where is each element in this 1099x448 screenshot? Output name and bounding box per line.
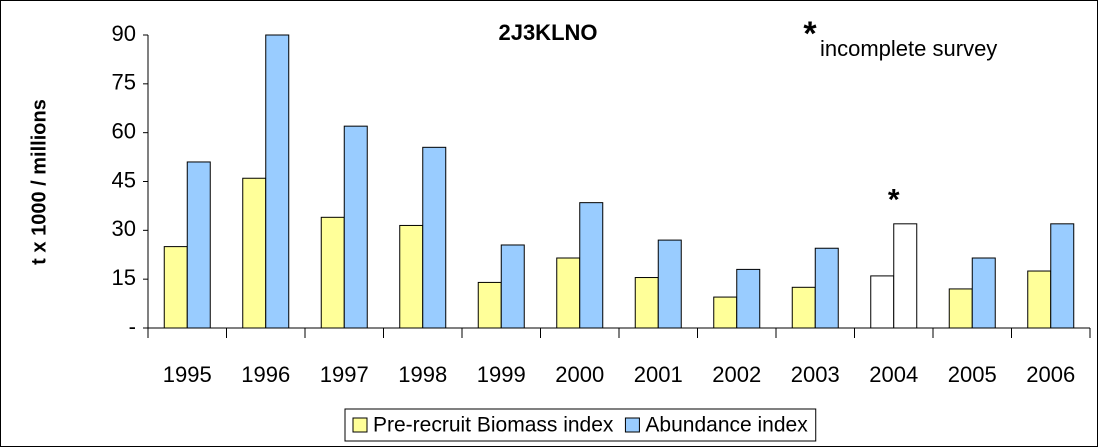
x-tick-label: 1996 [241, 362, 290, 387]
bar [948, 288, 973, 329]
bar [265, 34, 290, 329]
chart-title: 2J3KLNO [498, 20, 597, 45]
y-tick-label: 75 [112, 70, 136, 95]
bar [713, 296, 738, 329]
x-tick-label: 1995 [163, 362, 212, 387]
note-mark: * [803, 15, 817, 53]
x-tick-label: 2006 [1026, 362, 1075, 387]
y-tick-label: 15 [112, 265, 136, 290]
legend-swatch [624, 417, 640, 433]
bar [657, 239, 682, 329]
x-tick-label: 1999 [477, 362, 526, 387]
x-tick-label: 1998 [398, 362, 447, 387]
bar [422, 146, 447, 329]
bar [791, 286, 816, 329]
x-tick-label: 2004 [869, 362, 918, 387]
bar [579, 202, 604, 329]
legend-label: Pre-recruit Biomass index [373, 414, 614, 437]
bar [1027, 270, 1052, 329]
bar [971, 257, 996, 329]
y-tick-label: 60 [112, 118, 136, 143]
x-tick-label: 2005 [948, 362, 997, 387]
y-tick-label: - [129, 314, 136, 339]
bar [814, 247, 839, 329]
y-tick-label: 30 [112, 216, 136, 241]
y-tick-label: 45 [112, 167, 136, 192]
x-tick-label: 2002 [712, 362, 761, 387]
y-axis-label: t x 1000 / millions [28, 99, 50, 265]
x-tick-label: 1997 [320, 362, 369, 387]
bar [893, 223, 918, 329]
bar [1050, 223, 1075, 329]
note-text: incomplete survey [820, 36, 997, 61]
bar [320, 216, 345, 329]
bar [870, 275, 895, 329]
x-tick-label: 2003 [791, 362, 840, 387]
legend-swatch [352, 417, 368, 433]
bar [242, 177, 267, 329]
x-tick-label: 2000 [555, 362, 604, 387]
bar [634, 277, 659, 329]
bar [186, 161, 211, 329]
bar [399, 224, 424, 329]
bar [163, 246, 188, 329]
x-tick-label: 2001 [634, 362, 683, 387]
bar [556, 257, 581, 329]
bar [343, 125, 368, 329]
legend-box [344, 408, 817, 442]
legend-label: Abundance index [645, 414, 808, 437]
annotation: * [888, 184, 900, 217]
bar [500, 244, 525, 329]
y-tick-label: 90 [112, 21, 136, 46]
bar [736, 268, 761, 329]
bar [477, 281, 502, 329]
